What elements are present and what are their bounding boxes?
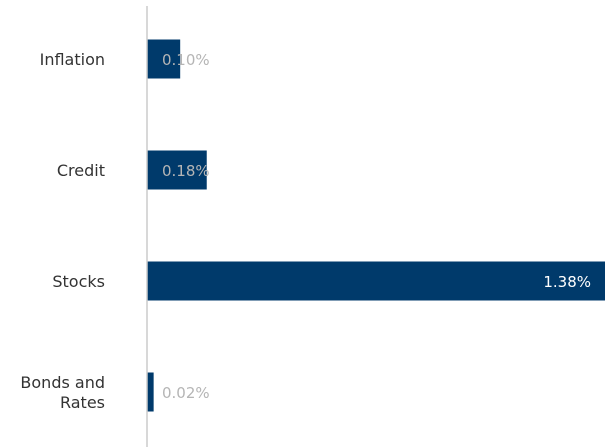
bar-stocks: [147, 261, 605, 301]
category-label: Inflation: [40, 50, 105, 69]
bars: [147, 39, 605, 412]
bar-credit: [147, 150, 207, 190]
category-label: Bonds and Rates: [20, 373, 105, 412]
labels: Inflation 0.10% Credit 0.18% Stocks 1.38% Bond…: [20, 50, 591, 412]
category-label: Stocks: [52, 272, 105, 291]
bar-bonds-and-rates: [147, 372, 154, 412]
value-label: 0.18%: [162, 162, 210, 180]
value-label: 0.10%: [162, 51, 210, 69]
bar-inflation: [147, 39, 181, 79]
value-label: 1.38%: [543, 273, 591, 291]
category-label: Credit: [57, 161, 105, 180]
value-label: 0.02%: [162, 384, 210, 402]
